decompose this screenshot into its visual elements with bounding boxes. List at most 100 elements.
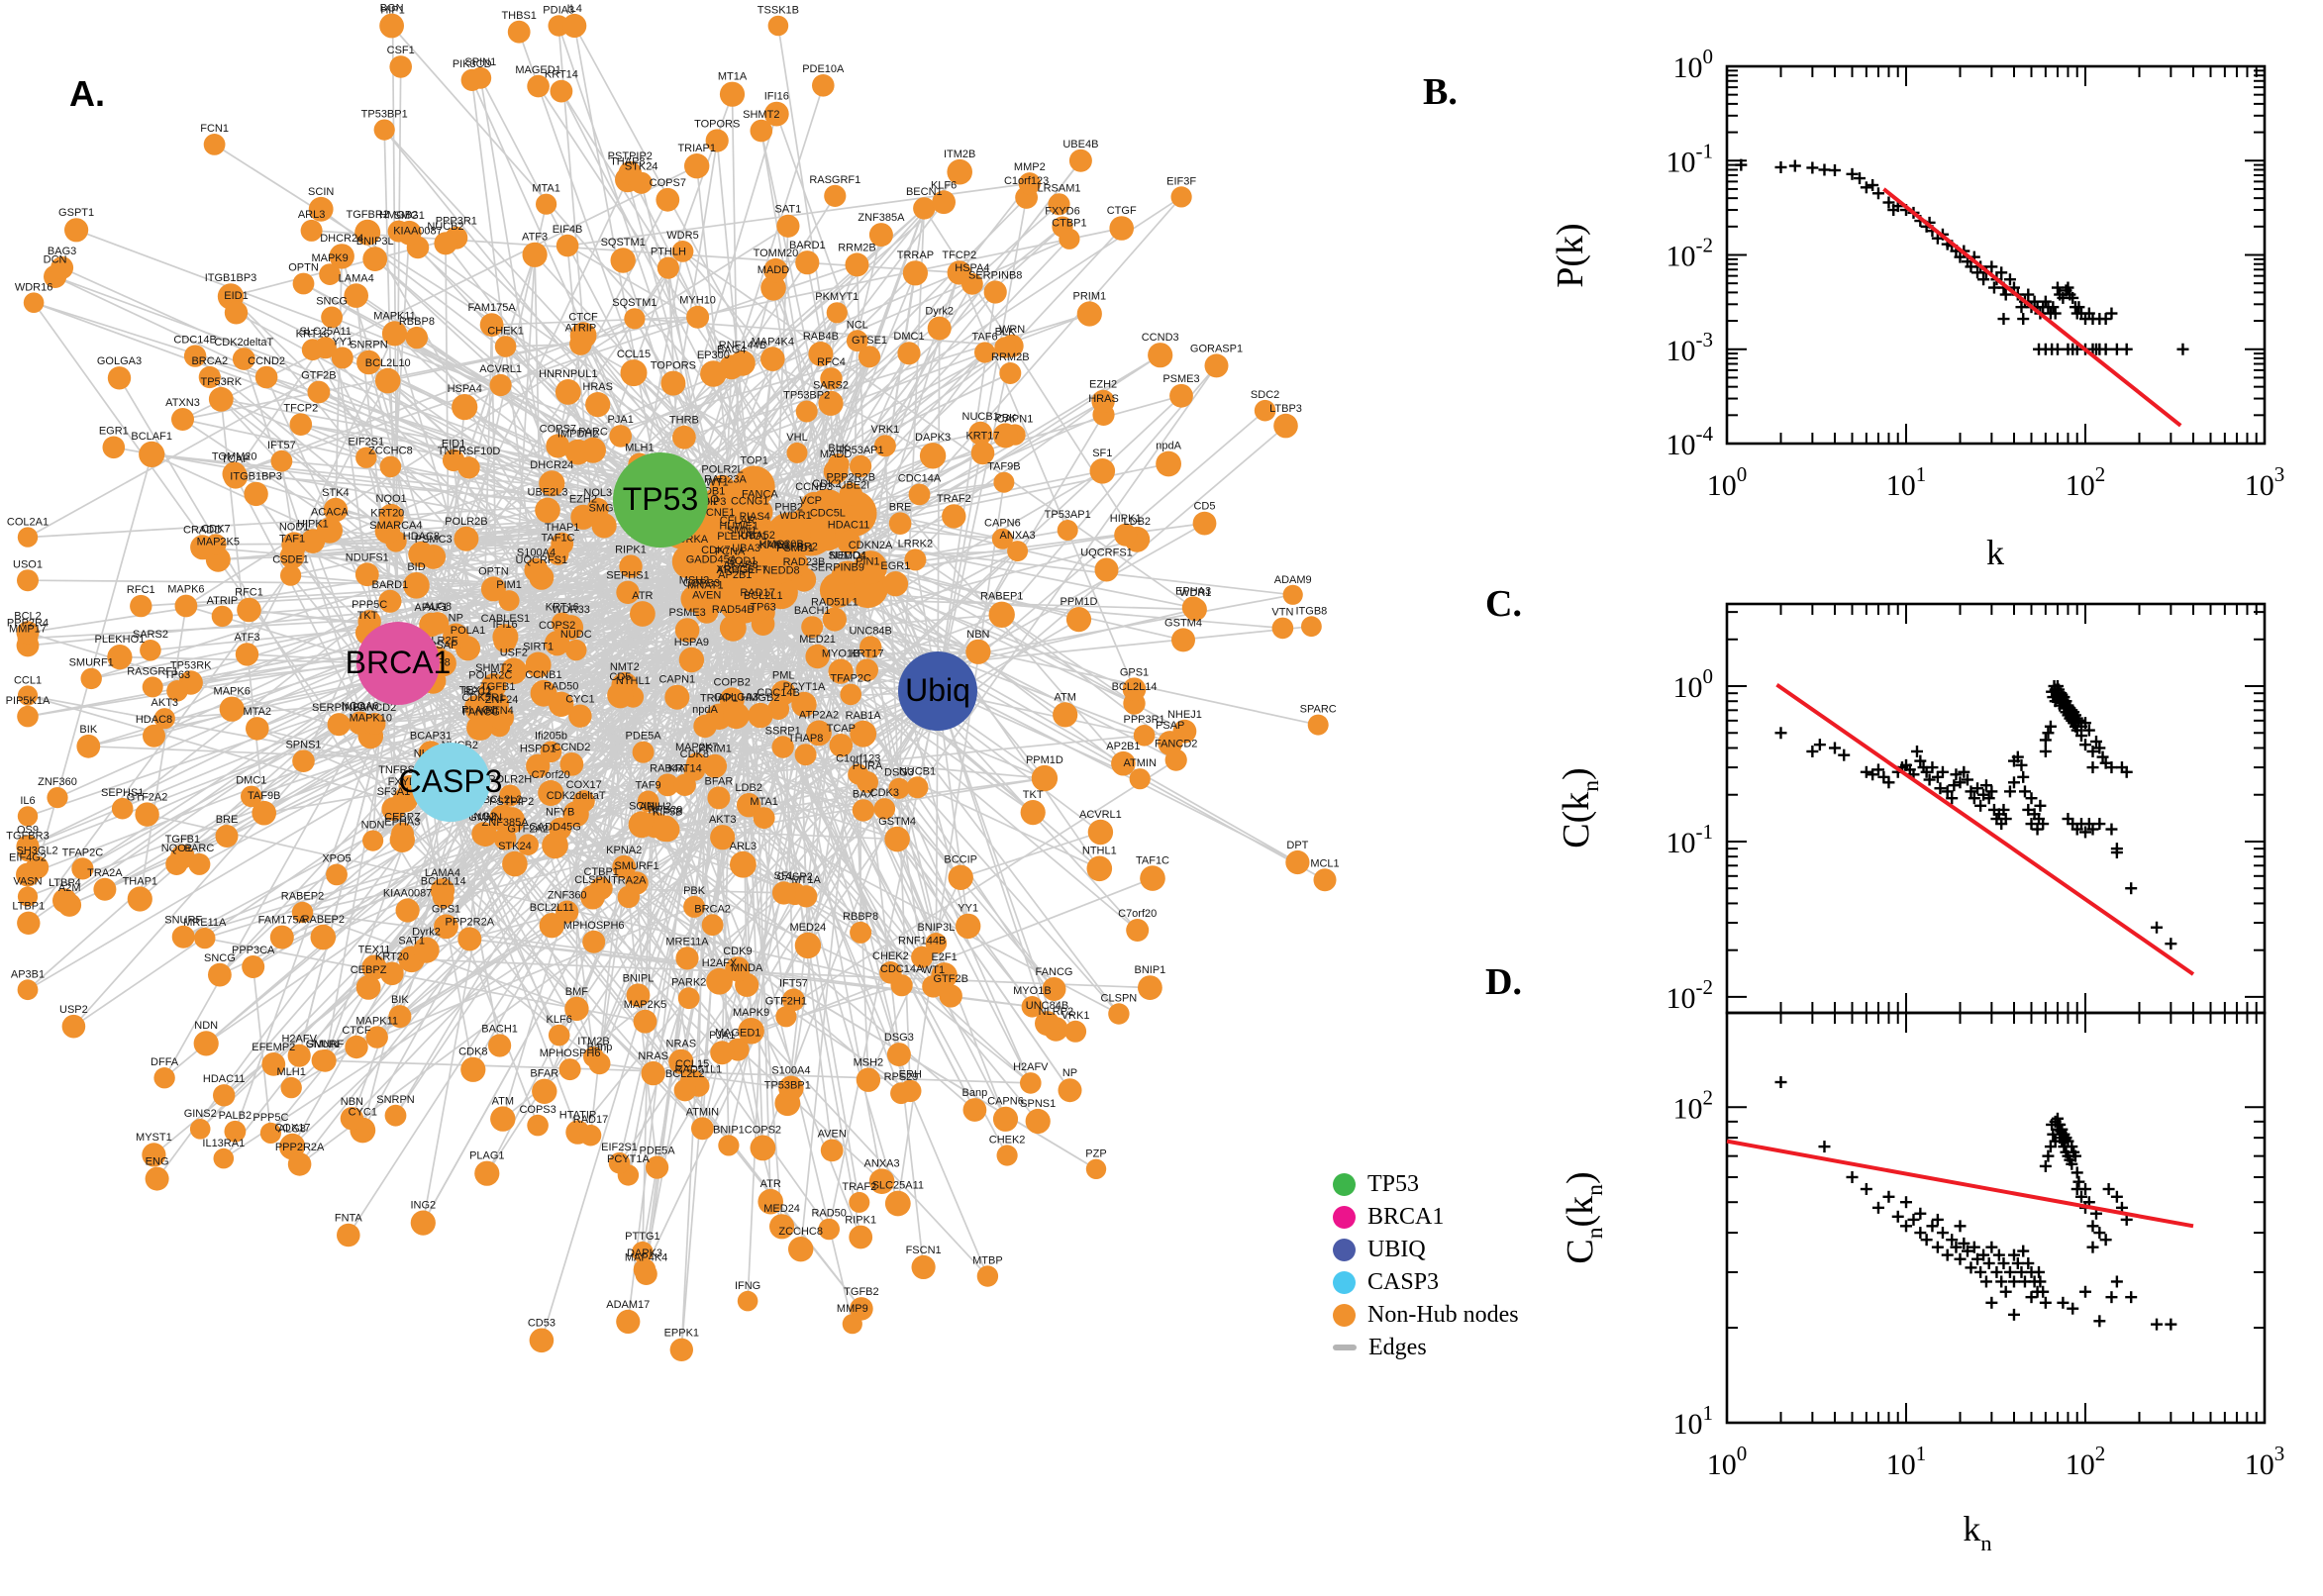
network-edge (397, 662, 474, 1070)
network-edge (163, 572, 775, 1079)
x-tick-label: 102 (2066, 462, 2106, 502)
network-edge (714, 576, 849, 767)
y-tick-label: 10-2 (1666, 234, 1714, 273)
fit-line (1775, 683, 2195, 976)
x-tick-label: 101 (1886, 1442, 1927, 1481)
legend-item: BRCA1 (1333, 1204, 1519, 1230)
network-edge (775, 113, 858, 342)
legend-item: UBIQ (1333, 1236, 1519, 1262)
scatter-points (1774, 680, 2177, 950)
network-edge (411, 957, 1151, 989)
network-edge (637, 863, 745, 996)
y-tick-label: 10-2 (1666, 975, 1714, 1015)
y-tick-label: 100 (1673, 45, 1714, 84)
network-edge (937, 410, 1266, 692)
network-edge (27, 598, 743, 640)
x-tick-label: 103 (2245, 1442, 2285, 1481)
scatter-points (1774, 1076, 2177, 1331)
legend-node-swatch (1333, 1172, 1356, 1196)
network-edge (505, 343, 581, 348)
network-edge (397, 179, 629, 664)
y-tick-label: 10-3 (1666, 328, 1714, 367)
network-edge (479, 77, 712, 520)
network-edge (312, 541, 539, 1126)
network-edge (27, 558, 758, 991)
network-edge (376, 566, 871, 1039)
panel-letter: D. (1485, 961, 1522, 1003)
x-tick-label: 103 (2245, 462, 2285, 502)
network-edge (847, 577, 869, 1080)
y-axis-title: C(kn​) (1556, 767, 1604, 848)
legend-node-swatch (1333, 1270, 1356, 1294)
panel-a-label: A. (69, 73, 105, 114)
network-edge (303, 646, 871, 762)
network-edge (937, 690, 1049, 1024)
network-edge (199, 609, 758, 1130)
network-edge (291, 784, 668, 1147)
plot-frame (1725, 64, 2267, 446)
network-edge (867, 876, 961, 1081)
network-edge (618, 559, 759, 1163)
network-edge (246, 380, 389, 655)
network-edge (453, 459, 739, 970)
y-axis-title: P(k) (1550, 223, 1591, 287)
network-edge (960, 831, 1101, 879)
network-edge (686, 690, 939, 959)
network-edge (618, 690, 939, 1164)
network-edge (861, 734, 925, 1267)
network-edge (667, 267, 712, 520)
network-edge (331, 316, 501, 386)
y-axis-title: Cn​(kn​) (1560, 1171, 1608, 1263)
network-edge (480, 325, 493, 730)
plot-ticks (1727, 66, 2265, 444)
network-edge (205, 591, 736, 1045)
y-tick-label: 10-1 (1666, 820, 1714, 859)
network-edge (324, 769, 432, 1061)
x-tick-label: 102 (2066, 1442, 2106, 1481)
legend-item: Edges (1333, 1335, 1519, 1360)
network-edge (837, 589, 1283, 630)
x-tick-label: 101 (1886, 462, 1927, 502)
network-edge (734, 591, 1139, 932)
network-edge (591, 896, 830, 1230)
network-edge (442, 204, 548, 664)
network-edge (324, 986, 369, 1061)
network-edge (318, 391, 939, 692)
plot-ticks (1727, 604, 2265, 1013)
network-edge (565, 751, 645, 913)
network-legend: TP53 BRCA1 UBIQ CASP3 Non-Hub nodes Edges (1333, 1171, 1519, 1360)
network-edge (54, 275, 939, 692)
network-edge (807, 773, 859, 947)
network-edge (329, 530, 739, 1050)
legend-node-swatch (1333, 1238, 1356, 1261)
network-edge (869, 566, 969, 927)
network-edge (1001, 614, 1171, 745)
network-edge (28, 662, 399, 924)
network-edge (740, 585, 1120, 1015)
network-edge (223, 560, 690, 1096)
y-tick-label: 102 (1673, 1085, 1714, 1125)
network-edge (627, 511, 727, 1323)
network-edge (567, 199, 669, 393)
legend-label: UBIQ (1367, 1236, 1426, 1262)
network-edge (493, 684, 1120, 1015)
network-edge (28, 541, 314, 924)
legend-node-swatch (1333, 1205, 1356, 1229)
network-edge (772, 287, 812, 532)
fit-line (1726, 1139, 2194, 1229)
legend-item: CASP3 (1333, 1269, 1519, 1295)
scatter-points (1735, 158, 2189, 355)
fit-line (1882, 187, 2182, 428)
network-edge (27, 694, 432, 771)
y-tick-label: 100 (1673, 664, 1714, 704)
panel-letter: C. (1485, 583, 1522, 625)
network-edge (33, 302, 560, 1037)
network-edge (147, 813, 952, 997)
network-edge (566, 182, 1030, 247)
network-edge (389, 465, 558, 645)
plot-frame (1725, 602, 2267, 1015)
network-edge (838, 352, 910, 465)
